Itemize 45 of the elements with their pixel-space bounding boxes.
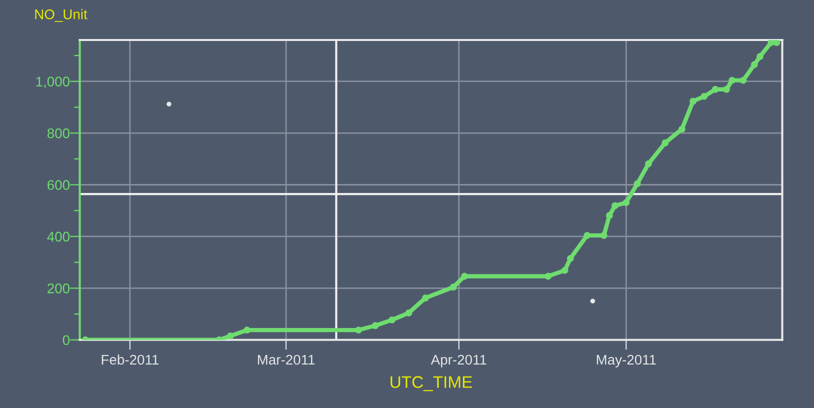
point bbox=[561, 266, 568, 274]
point bbox=[422, 294, 429, 302]
y-tick-label: 600 bbox=[48, 180, 70, 190]
point bbox=[544, 272, 552, 280]
point bbox=[723, 86, 730, 93]
y-tick-label: 400 bbox=[47, 232, 70, 242]
point bbox=[634, 180, 641, 188]
point bbox=[740, 76, 747, 84]
y-axis-title: NO_Unit bbox=[35, 9, 88, 22]
x-tick-label: Feb-2011 bbox=[102, 354, 158, 365]
point bbox=[768, 40, 775, 46]
point bbox=[450, 284, 457, 291]
point bbox=[606, 212, 613, 219]
x-tick-label: May-2011 bbox=[596, 354, 656, 368]
point bbox=[700, 92, 708, 100]
point bbox=[690, 98, 697, 105]
point bbox=[712, 86, 719, 93]
point bbox=[622, 199, 630, 206]
y-tick-label: 1,000 bbox=[36, 76, 70, 88]
point bbox=[773, 40, 780, 46]
y-tick-label: 0 bbox=[62, 335, 70, 346]
point bbox=[600, 232, 608, 239]
y-tick-label: 200 bbox=[48, 283, 70, 294]
point bbox=[405, 310, 412, 316]
point bbox=[728, 76, 736, 84]
point bbox=[584, 232, 591, 239]
point bbox=[355, 326, 362, 334]
point bbox=[226, 332, 234, 340]
point bbox=[460, 272, 468, 280]
x-tick-label: Mar-2011 bbox=[258, 354, 315, 365]
point bbox=[388, 316, 396, 324]
point bbox=[372, 322, 379, 330]
point bbox=[612, 202, 618, 210]
x-tick-label: Apr-2011 bbox=[430, 354, 486, 368]
point bbox=[750, 61, 758, 68]
point bbox=[166, 102, 172, 106]
point bbox=[244, 326, 250, 334]
point bbox=[756, 53, 764, 60]
y-tick-label: 800 bbox=[47, 128, 70, 138]
x-axis-title: UTC_TIME bbox=[390, 376, 472, 392]
point bbox=[644, 160, 652, 168]
point bbox=[678, 126, 686, 133]
point bbox=[590, 298, 596, 304]
point bbox=[566, 254, 574, 262]
point bbox=[662, 139, 669, 146]
